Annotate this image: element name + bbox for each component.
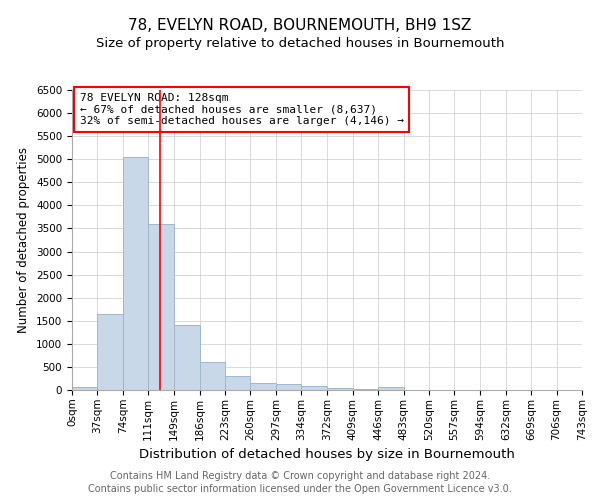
Bar bbox=[378, 387, 404, 390]
Bar bbox=[301, 386, 326, 390]
Bar bbox=[276, 384, 301, 390]
Bar bbox=[148, 224, 173, 390]
Bar bbox=[97, 314, 123, 390]
X-axis label: Distribution of detached houses by size in Bournemouth: Distribution of detached houses by size … bbox=[139, 448, 515, 461]
Bar bbox=[353, 388, 378, 390]
Bar bbox=[123, 157, 148, 390]
Text: Contains HM Land Registry data © Crown copyright and database right 2024.: Contains HM Land Registry data © Crown c… bbox=[110, 471, 490, 481]
Y-axis label: Number of detached properties: Number of detached properties bbox=[17, 147, 31, 333]
Bar bbox=[200, 362, 225, 390]
Text: Contains public sector information licensed under the Open Government Licence v3: Contains public sector information licen… bbox=[88, 484, 512, 494]
Text: Size of property relative to detached houses in Bournemouth: Size of property relative to detached ho… bbox=[96, 38, 504, 51]
Text: 78, EVELYN ROAD, BOURNEMOUTH, BH9 1SZ: 78, EVELYN ROAD, BOURNEMOUTH, BH9 1SZ bbox=[128, 18, 472, 32]
Text: 78 EVELYN ROAD: 128sqm
← 67% of detached houses are smaller (8,637)
32% of semi-: 78 EVELYN ROAD: 128sqm ← 67% of detached… bbox=[80, 93, 404, 126]
Bar bbox=[225, 376, 250, 390]
Bar bbox=[328, 388, 353, 390]
Bar bbox=[174, 326, 200, 390]
Bar bbox=[72, 386, 97, 390]
Bar bbox=[250, 382, 276, 390]
